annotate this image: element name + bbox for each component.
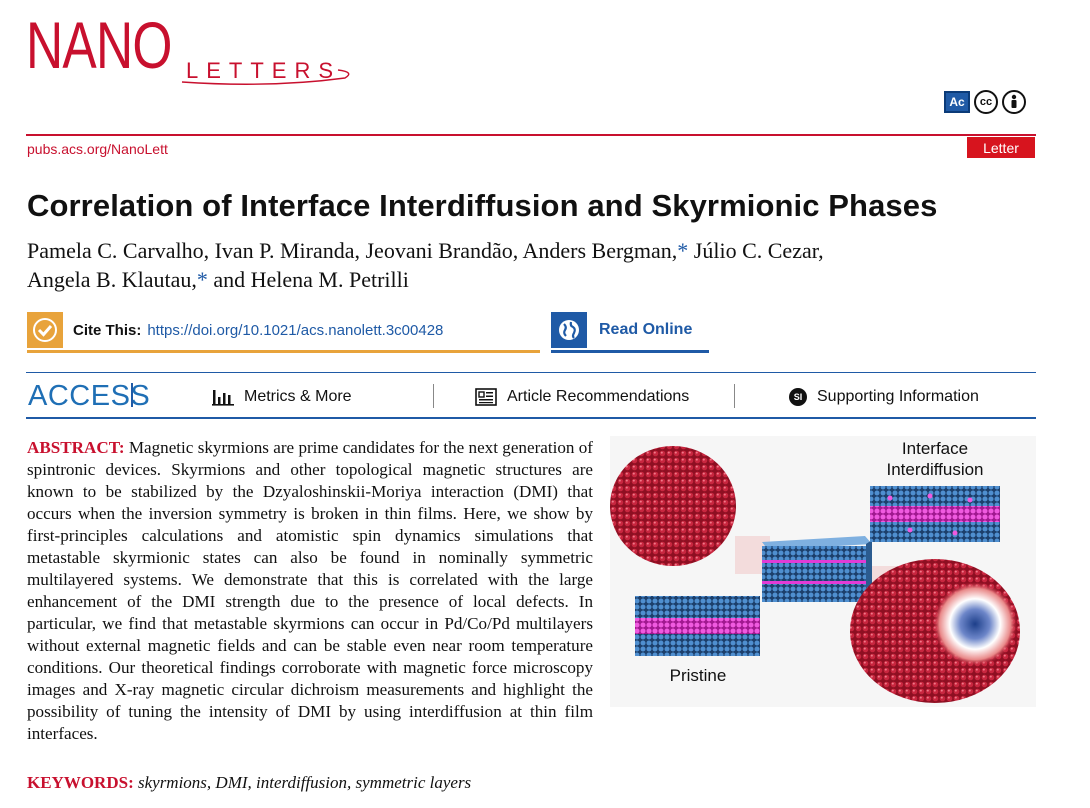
journal-url-link[interactable]: pubs.acs.org/NanoLett [27, 141, 168, 157]
cc-icon[interactable]: cc [974, 90, 998, 114]
keywords-heading: KEYWORDS: [27, 773, 134, 792]
toc-graphic: Interface Interdiffusion Pristine [610, 436, 1036, 707]
article-recommendations-button[interactable]: Article Recommendations [475, 388, 689, 406]
header-rule [26, 134, 1036, 136]
interface-label-line2: Interdiffusion [886, 460, 983, 479]
multilayer-block [762, 536, 872, 602]
authors-line1[interactable]: Pamela C. Carvalho, Ivan P. Miranda, Jeo… [27, 238, 678, 263]
authors-line2-b[interactable]: and Helena M. Petrilli [207, 267, 409, 292]
access-label: ACCESS [28, 380, 151, 412]
globe-icon [551, 312, 587, 348]
acs-authorchoice-icon[interactable]: Ac [944, 91, 970, 113]
doi-link[interactable]: https://doi.org/10.1021/acs.nanolett.3c0… [147, 321, 444, 339]
si-icon: SI [789, 388, 807, 406]
logo-swoosh [181, 69, 350, 85]
abstract-text: Magnetic skyrmions are prime candidates … [27, 438, 593, 743]
pristine-label: Pristine [670, 666, 727, 685]
article-type-badge: Letter [967, 137, 1035, 158]
document-list-icon [475, 388, 497, 406]
keywords: KEYWORDS: skyrmions, DMI, interdiffusion… [27, 773, 471, 793]
pristine-slab [635, 596, 760, 656]
cite-this-label: Cite This: [73, 321, 142, 339]
abstract-heading: ABSTRACT: [27, 438, 125, 457]
interdiffusion-slab [870, 486, 1000, 542]
supporting-information-label: Supporting Information [817, 388, 979, 405]
cite-this-bar[interactable]: Cite This: https://doi.org/10.1021/acs.n… [27, 310, 540, 353]
by-attribution-icon[interactable] [1002, 90, 1026, 114]
authors-line1-tail[interactable]: Júlio C. Cezar, [688, 238, 824, 263]
access-divider [131, 383, 133, 407]
recommendations-label: Article Recommendations [507, 388, 690, 405]
author-list: Pamela C. Carvalho, Ivan P. Miranda, Jeo… [27, 236, 1027, 294]
journal-logo-nano: NANO [26, 8, 172, 82]
metrics-label: Metrics & More [244, 388, 352, 405]
divider [433, 384, 434, 408]
access-bar-top-rule [26, 372, 1036, 373]
keywords-list: skyrmions, DMI, interdiffusion, symmetri… [137, 773, 472, 792]
metrics-button[interactable]: Metrics & More [212, 388, 352, 406]
divider [734, 384, 735, 408]
access-bar-bottom-rule [26, 417, 1036, 419]
article-title: Correlation of Interface Interdiffusion … [27, 188, 938, 223]
journal-logo-letters: LETTERS [186, 58, 342, 83]
skyrmion-disc [850, 559, 1020, 703]
read-online-button[interactable]: Read Online [551, 310, 709, 353]
license-icons: Ac cc [944, 90, 1026, 114]
interface-label-line1: Interface [902, 439, 968, 458]
supporting-information-button[interactable]: SI Supporting Information [789, 388, 979, 406]
read-online-label: Read Online [599, 321, 693, 338]
corresponding-author-mark[interactable]: * [196, 267, 208, 292]
corresponding-author-mark[interactable]: * [677, 238, 689, 263]
authors-line2-a[interactable]: Angela B. Klautau, [27, 267, 197, 292]
checkmark-icon [27, 312, 63, 348]
ferromagnetic-disc [610, 446, 736, 566]
bar-chart-icon [212, 390, 234, 406]
abstract: ABSTRACT: Magnetic skyrmions are prime c… [27, 437, 593, 745]
